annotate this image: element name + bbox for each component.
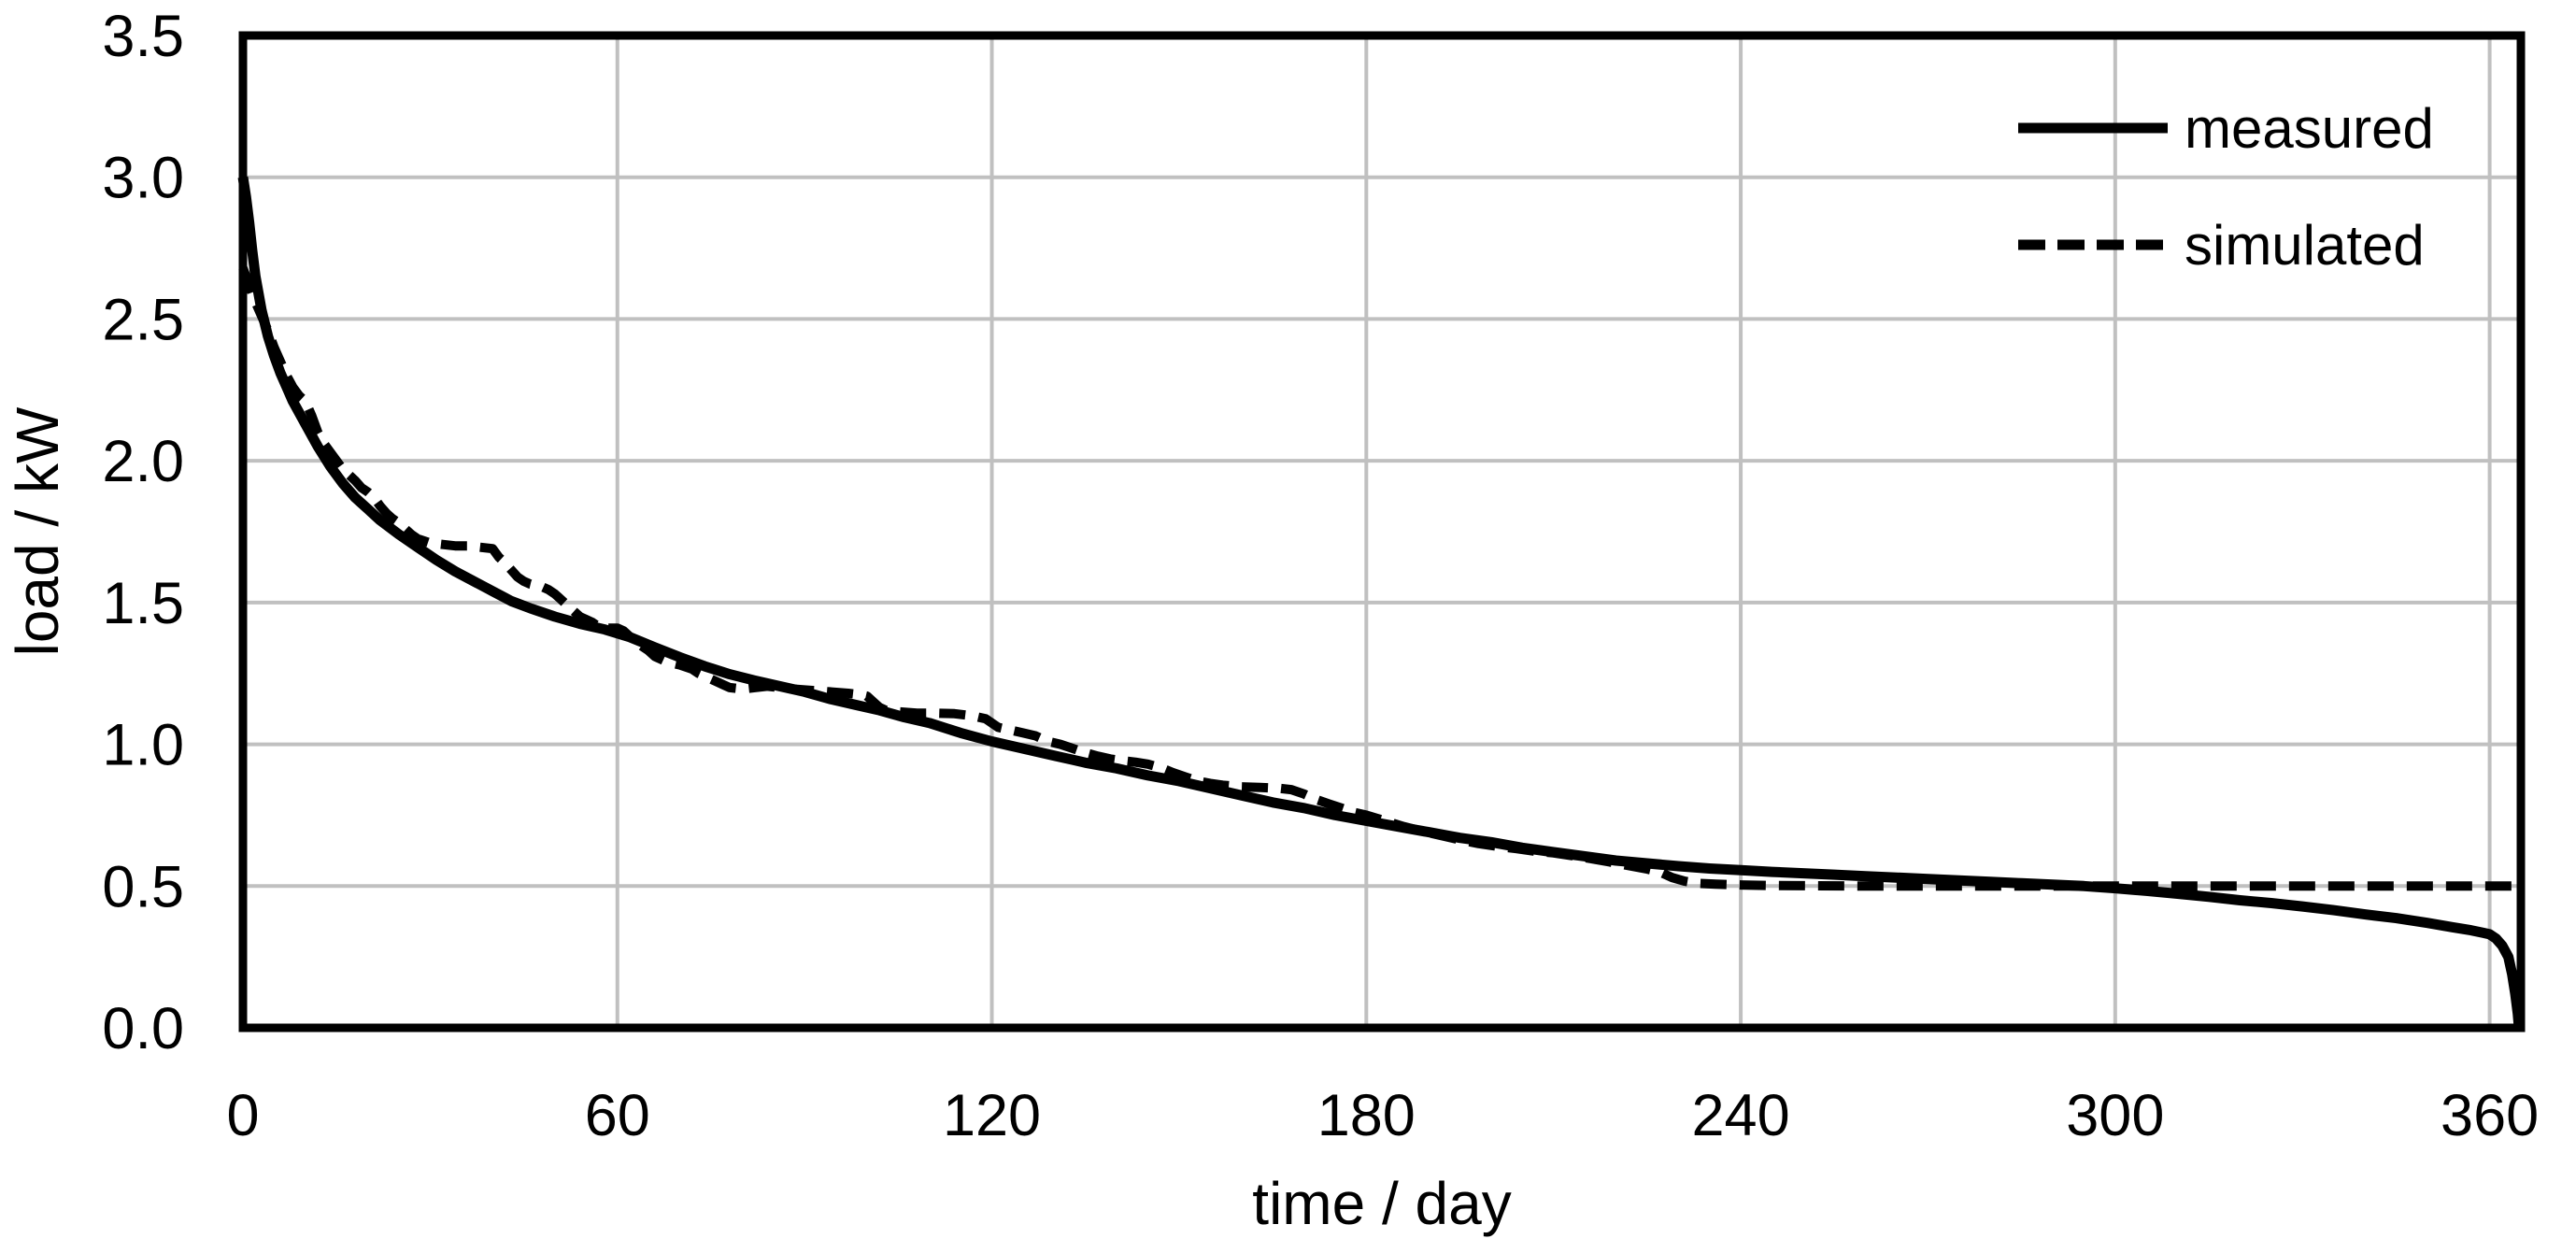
gridlines bbox=[243, 36, 2521, 1028]
y-axis-tick-labels: 0.0 0.5 1.0 1.5 2.0 2.5 3.0 3.5 bbox=[102, 4, 184, 1061]
legend-measured-label: measured bbox=[2185, 97, 2434, 160]
x-tick-label: 120 bbox=[943, 1083, 1041, 1148]
simulated-line bbox=[238, 266, 2521, 891]
x-tick-label: 0 bbox=[226, 1083, 259, 1148]
y-tick-label: 1.5 bbox=[102, 571, 184, 636]
y-tick-label: 1.0 bbox=[102, 713, 184, 778]
legend-simulated-label: simulated bbox=[2185, 214, 2425, 277]
y-tick-label: 2.5 bbox=[102, 287, 184, 352]
x-tick-label: 180 bbox=[1317, 1083, 1416, 1148]
x-tick-label: 300 bbox=[2066, 1083, 2164, 1148]
x-axis-title: time / day bbox=[1252, 1170, 1511, 1237]
y-tick-label: 3.5 bbox=[102, 4, 184, 69]
measured-line bbox=[237, 176, 2525, 1029]
x-tick-label: 360 bbox=[2441, 1083, 2539, 1148]
plot-border bbox=[238, 31, 2526, 1032]
y-tick-label: 2.0 bbox=[102, 429, 184, 494]
y-tick-label: 0.5 bbox=[102, 854, 184, 919]
legend: measured simulated bbox=[2018, 97, 2434, 277]
y-tick-label: 3.0 bbox=[102, 146, 184, 211]
x-axis-tick-labels: 0 60 120 180 240 300 360 bbox=[226, 1083, 2539, 1148]
x-tick-label: 60 bbox=[585, 1083, 650, 1148]
axis-frame bbox=[238, 31, 2526, 1032]
y-tick-label: 0.0 bbox=[102, 996, 184, 1061]
series-lines bbox=[237, 176, 2525, 1029]
x-tick-label: 240 bbox=[1692, 1083, 1790, 1148]
y-axis-title: load / kW bbox=[4, 406, 71, 656]
